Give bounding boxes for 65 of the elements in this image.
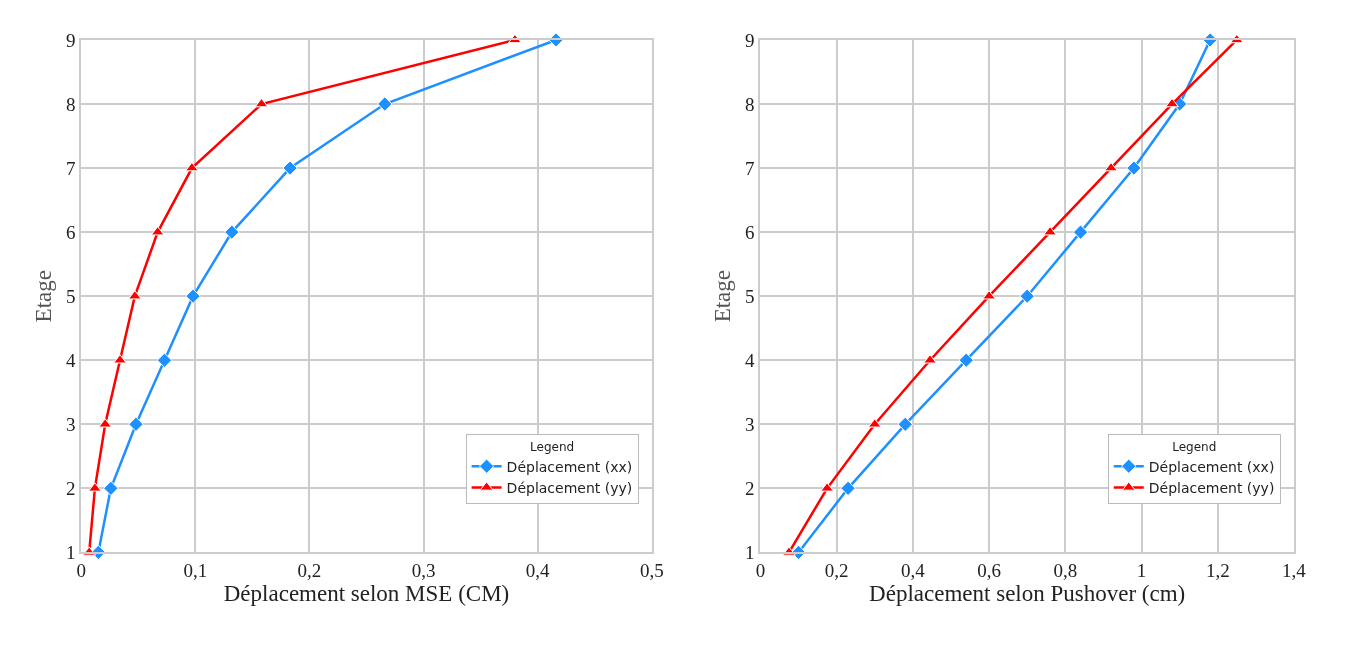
y-tick-label: 6 (65, 221, 76, 243)
y-axis-title: Etage (30, 270, 56, 323)
y-tick-label: 1 (65, 542, 76, 564)
y-tick-label: 8 (65, 93, 76, 115)
y-tick-label: 9 (65, 29, 76, 51)
legend-label: Déplacement (yy) (1148, 479, 1275, 496)
point (840, 480, 856, 496)
y-tick-label: 5 (745, 285, 755, 307)
point (185, 288, 201, 304)
point (923, 354, 937, 364)
x-tick-label: 0,4 (900, 560, 926, 582)
x-tick-label: 0,3 (411, 560, 436, 582)
point (1104, 162, 1118, 172)
point (113, 354, 127, 364)
point (1165, 98, 1179, 108)
x-tick-label: 1 (1136, 560, 1147, 582)
point (1019, 288, 1035, 304)
x-tick-label: 0 (76, 560, 86, 582)
x-tick-label: 0,1 (183, 560, 208, 582)
x-tick-label: 0,6 (977, 560, 1001, 582)
y-tick-label: 4 (745, 349, 756, 371)
x-tick-label: 0 (755, 560, 766, 582)
point (156, 352, 173, 368)
x-tick-label: 0,5 (639, 560, 664, 582)
y-tick-label: 8 (745, 93, 755, 115)
y-tick-label: 5 (65, 285, 76, 307)
legend-label: Déplacement (xx) (506, 458, 633, 475)
point (88, 482, 102, 492)
x-tick-label: 0,4 (525, 560, 551, 582)
y-tick-label: 3 (745, 413, 755, 435)
legend-label: Déplacement (xx) (1148, 458, 1275, 475)
point (128, 416, 144, 432)
point (548, 32, 564, 48)
y-tick-label: 3 (65, 413, 76, 435)
point (224, 224, 240, 240)
point (1072, 224, 1089, 240)
point (377, 96, 393, 112)
legend-title: Legend (530, 439, 575, 454)
x-axis-title: Déplacement selon MSE (CM) (223, 581, 510, 607)
point (185, 162, 199, 172)
point (1126, 160, 1142, 176)
y-axis-title: Etage (710, 270, 736, 323)
legend-title: Legend (1172, 439, 1217, 454)
y-tick-label: 1 (745, 542, 755, 564)
y-tick-label: 9 (745, 29, 755, 51)
y-tick-label: 2 (745, 477, 755, 499)
point (103, 480, 119, 496)
point (982, 290, 996, 300)
x-tick-label: 1,4 (1282, 560, 1307, 582)
x-axis-title: Déplacement selon Pushover (cm) (869, 581, 1186, 607)
legend-label: Déplacement (yy) (506, 479, 633, 496)
point (897, 416, 913, 432)
x-tick-label: 0,2 (297, 560, 322, 582)
y-tick-label: 4 (65, 349, 76, 371)
y-tick-label: 2 (65, 477, 76, 499)
point (820, 482, 834, 492)
x-tick-label: 0,8 (1053, 560, 1078, 582)
y-tick-label: 7 (65, 157, 76, 179)
point (1043, 226, 1057, 236)
x-tick-label: 0,2 (824, 560, 849, 582)
x-tick-label: 1,2 (1205, 560, 1230, 582)
y-tick-label: 6 (745, 221, 755, 243)
y-tick-label: 7 (745, 157, 755, 179)
point (282, 160, 298, 176)
point (958, 352, 974, 368)
